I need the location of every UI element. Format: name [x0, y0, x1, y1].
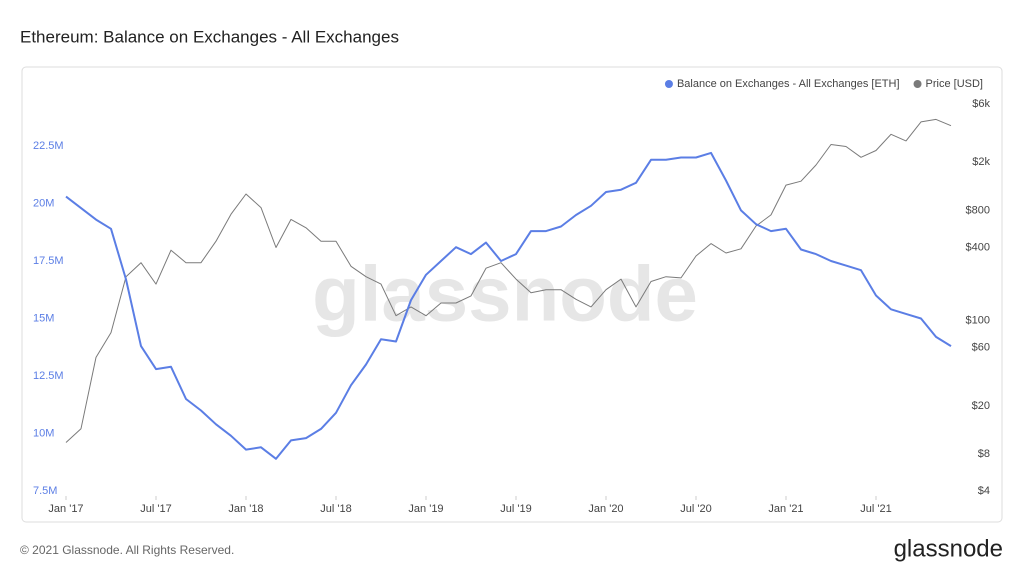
- y2-tick-label: $100: [966, 315, 990, 327]
- y-tick-label: 15M: [33, 312, 54, 324]
- y-tick-label: 22.5M: [33, 140, 64, 152]
- x-tick-label: Jan '19: [408, 503, 443, 515]
- chart-title: Ethereum: Balance on Exchanges - All Exc…: [20, 27, 399, 46]
- legend-label: Price [USD]: [926, 78, 983, 90]
- y2-tick-label: $6k: [972, 98, 990, 110]
- watermark: glassnode: [312, 250, 698, 338]
- logo: glassnode: [894, 535, 1003, 562]
- legend-marker: [664, 80, 673, 88]
- legend-label: Balance on Exchanges - All Exchanges [ET…: [677, 78, 900, 90]
- x-tick-label: Jan '21: [768, 503, 803, 515]
- y2-tick-label: $2k: [972, 156, 990, 168]
- y2-tick-label: $4: [978, 485, 990, 497]
- x-tick-label: Jul '17: [140, 503, 171, 515]
- x-tick-label: Jul '20: [680, 503, 711, 515]
- x-tick-label: Jul '18: [320, 503, 351, 515]
- y-tick-label: 12.5M: [33, 370, 64, 382]
- x-tick-label: Jan '18: [228, 503, 263, 515]
- y-tick-label: 20M: [33, 197, 54, 209]
- y2-tick-label: $800: [966, 205, 990, 217]
- x-tick-label: Jul '19: [500, 503, 531, 515]
- y2-tick-label: $8: [978, 448, 990, 460]
- series-line: [65, 151, 952, 460]
- x-tick-label: Jan '17: [48, 503, 83, 515]
- y-tick-label: 10M: [33, 427, 54, 439]
- y2-tick-label: $400: [966, 241, 990, 253]
- y-tick-label: 7.5M: [33, 485, 57, 497]
- series-line: [65, 118, 952, 443]
- x-tick-label: Jul '21: [860, 503, 891, 515]
- copyright: © 2021 Glassnode. All Rights Reserved.: [20, 543, 234, 557]
- legend-marker: [913, 80, 922, 88]
- y2-tick-label: $60: [972, 342, 990, 354]
- x-tick-label: Jan '20: [588, 503, 623, 515]
- chart-frame: [21, 66, 1003, 523]
- y-tick-label: 17.5M: [33, 255, 64, 267]
- y2-tick-label: $20: [972, 400, 990, 412]
